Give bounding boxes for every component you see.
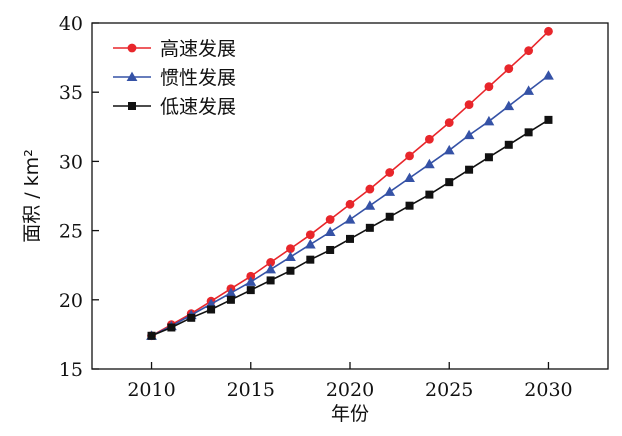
x-axis-title: 年份	[331, 403, 369, 425]
data-point	[543, 70, 554, 80]
data-point	[524, 46, 534, 56]
data-point	[346, 234, 354, 243]
data-point	[246, 271, 256, 281]
y-axis-title: 面积 / km²	[21, 149, 43, 243]
data-point	[187, 313, 196, 322]
data-point	[365, 223, 374, 232]
data-point	[405, 151, 414, 161]
data-point	[306, 255, 315, 264]
data-point	[524, 128, 533, 137]
x-tick-label: 2025	[425, 379, 473, 401]
legend-label: 低速发展	[160, 96, 236, 118]
data-point	[207, 305, 216, 314]
data-point	[385, 168, 395, 177]
y-tick-label: 35	[59, 82, 83, 104]
y-tick-label: 40	[59, 13, 83, 35]
series-3	[147, 115, 553, 340]
data-point	[365, 184, 375, 194]
y-tick-label: 20	[59, 290, 83, 312]
y-tick-label: 30	[59, 151, 83, 173]
data-point	[246, 286, 255, 295]
legend-label: 高速发展	[160, 38, 236, 60]
data-point	[504, 64, 514, 74]
data-point	[404, 172, 415, 183]
legend-label: 惯性发展	[160, 67, 236, 89]
data-point	[405, 201, 414, 210]
data-point	[445, 178, 454, 187]
data-point	[503, 100, 515, 111]
data-point	[484, 153, 493, 162]
data-point	[504, 140, 513, 149]
data-point	[325, 215, 335, 224]
data-point	[286, 244, 295, 253]
data-point	[285, 251, 296, 261]
legend-item: 高速发展	[113, 38, 236, 60]
data-point	[425, 190, 434, 199]
legend-marker	[127, 43, 137, 53]
data-point	[464, 100, 474, 110]
data-point	[265, 263, 277, 274]
data-point	[266, 276, 275, 285]
data-point	[444, 118, 454, 128]
data-point	[483, 115, 495, 126]
series-layer	[146, 26, 554, 341]
y-tick-label: 25	[59, 221, 83, 243]
data-point	[384, 186, 396, 196]
data-point	[544, 26, 553, 36]
data-point	[147, 331, 156, 340]
legend-item: 惯性发展	[113, 67, 236, 89]
data-point	[443, 144, 455, 155]
data-point	[385, 212, 394, 221]
data-point	[463, 129, 475, 140]
data-point	[167, 323, 176, 332]
legend-item: 低速发展	[113, 96, 236, 118]
data-point	[326, 245, 335, 254]
x-tick-label: 2015	[227, 379, 275, 401]
data-point	[304, 239, 316, 249]
data-point	[324, 226, 336, 237]
legend-marker	[126, 71, 138, 82]
data-point	[364, 200, 376, 210]
data-point	[286, 266, 295, 275]
data-point	[225, 287, 237, 297]
data-point	[245, 276, 257, 286]
data-point	[345, 199, 355, 209]
x-tick-label: 2020	[326, 379, 374, 401]
data-point	[484, 82, 494, 92]
y-tick-label: 15	[59, 359, 83, 381]
data-point	[226, 295, 235, 304]
data-point	[523, 85, 535, 95]
data-point	[305, 230, 315, 240]
data-point	[266, 258, 276, 267]
legend-marker	[128, 102, 136, 110]
data-point	[544, 115, 553, 124]
data-point	[465, 165, 474, 174]
data-point	[344, 214, 356, 224]
x-tick-label: 2010	[127, 379, 175, 401]
data-point	[424, 134, 434, 144]
data-point	[423, 158, 435, 169]
x-tick-label: 2030	[524, 379, 572, 401]
